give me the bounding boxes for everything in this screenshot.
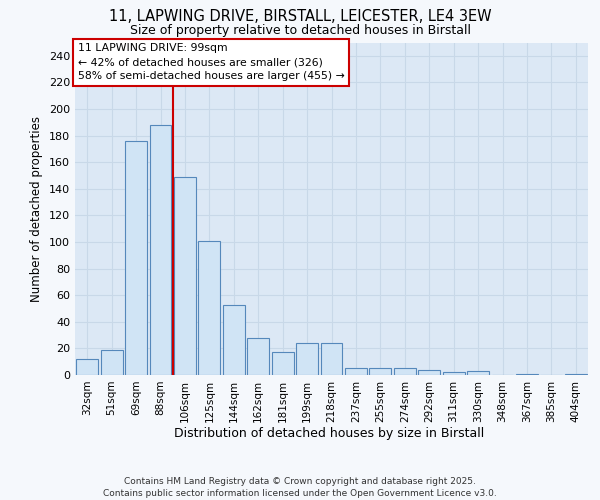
- Bar: [199, 240, 220, 375]
- Bar: [223, 304, 245, 375]
- Bar: [76, 359, 98, 375]
- Bar: [101, 350, 122, 375]
- Bar: [296, 343, 318, 375]
- Bar: [125, 141, 147, 375]
- Y-axis label: Number of detached properties: Number of detached properties: [31, 116, 43, 302]
- Text: 11 LAPWING DRIVE: 99sqm
← 42% of detached houses are smaller (326)
58% of semi-d: 11 LAPWING DRIVE: 99sqm ← 42% of detache…: [77, 44, 344, 82]
- Text: Distribution of detached houses by size in Birstall: Distribution of detached houses by size …: [173, 428, 484, 440]
- Bar: [174, 177, 196, 375]
- Bar: [565, 374, 587, 375]
- Bar: [516, 374, 538, 375]
- Text: 11, LAPWING DRIVE, BIRSTALL, LEICESTER, LE4 3EW: 11, LAPWING DRIVE, BIRSTALL, LEICESTER, …: [109, 9, 491, 24]
- Bar: [394, 368, 416, 375]
- Bar: [443, 372, 464, 375]
- Bar: [247, 338, 269, 375]
- Bar: [370, 368, 391, 375]
- Bar: [418, 370, 440, 375]
- Bar: [272, 352, 293, 375]
- Bar: [345, 368, 367, 375]
- Text: Contains HM Land Registry data © Crown copyright and database right 2025.
Contai: Contains HM Land Registry data © Crown c…: [103, 477, 497, 498]
- Bar: [320, 343, 343, 375]
- Bar: [467, 371, 489, 375]
- Bar: [149, 125, 172, 375]
- Text: Size of property relative to detached houses in Birstall: Size of property relative to detached ho…: [130, 24, 470, 37]
